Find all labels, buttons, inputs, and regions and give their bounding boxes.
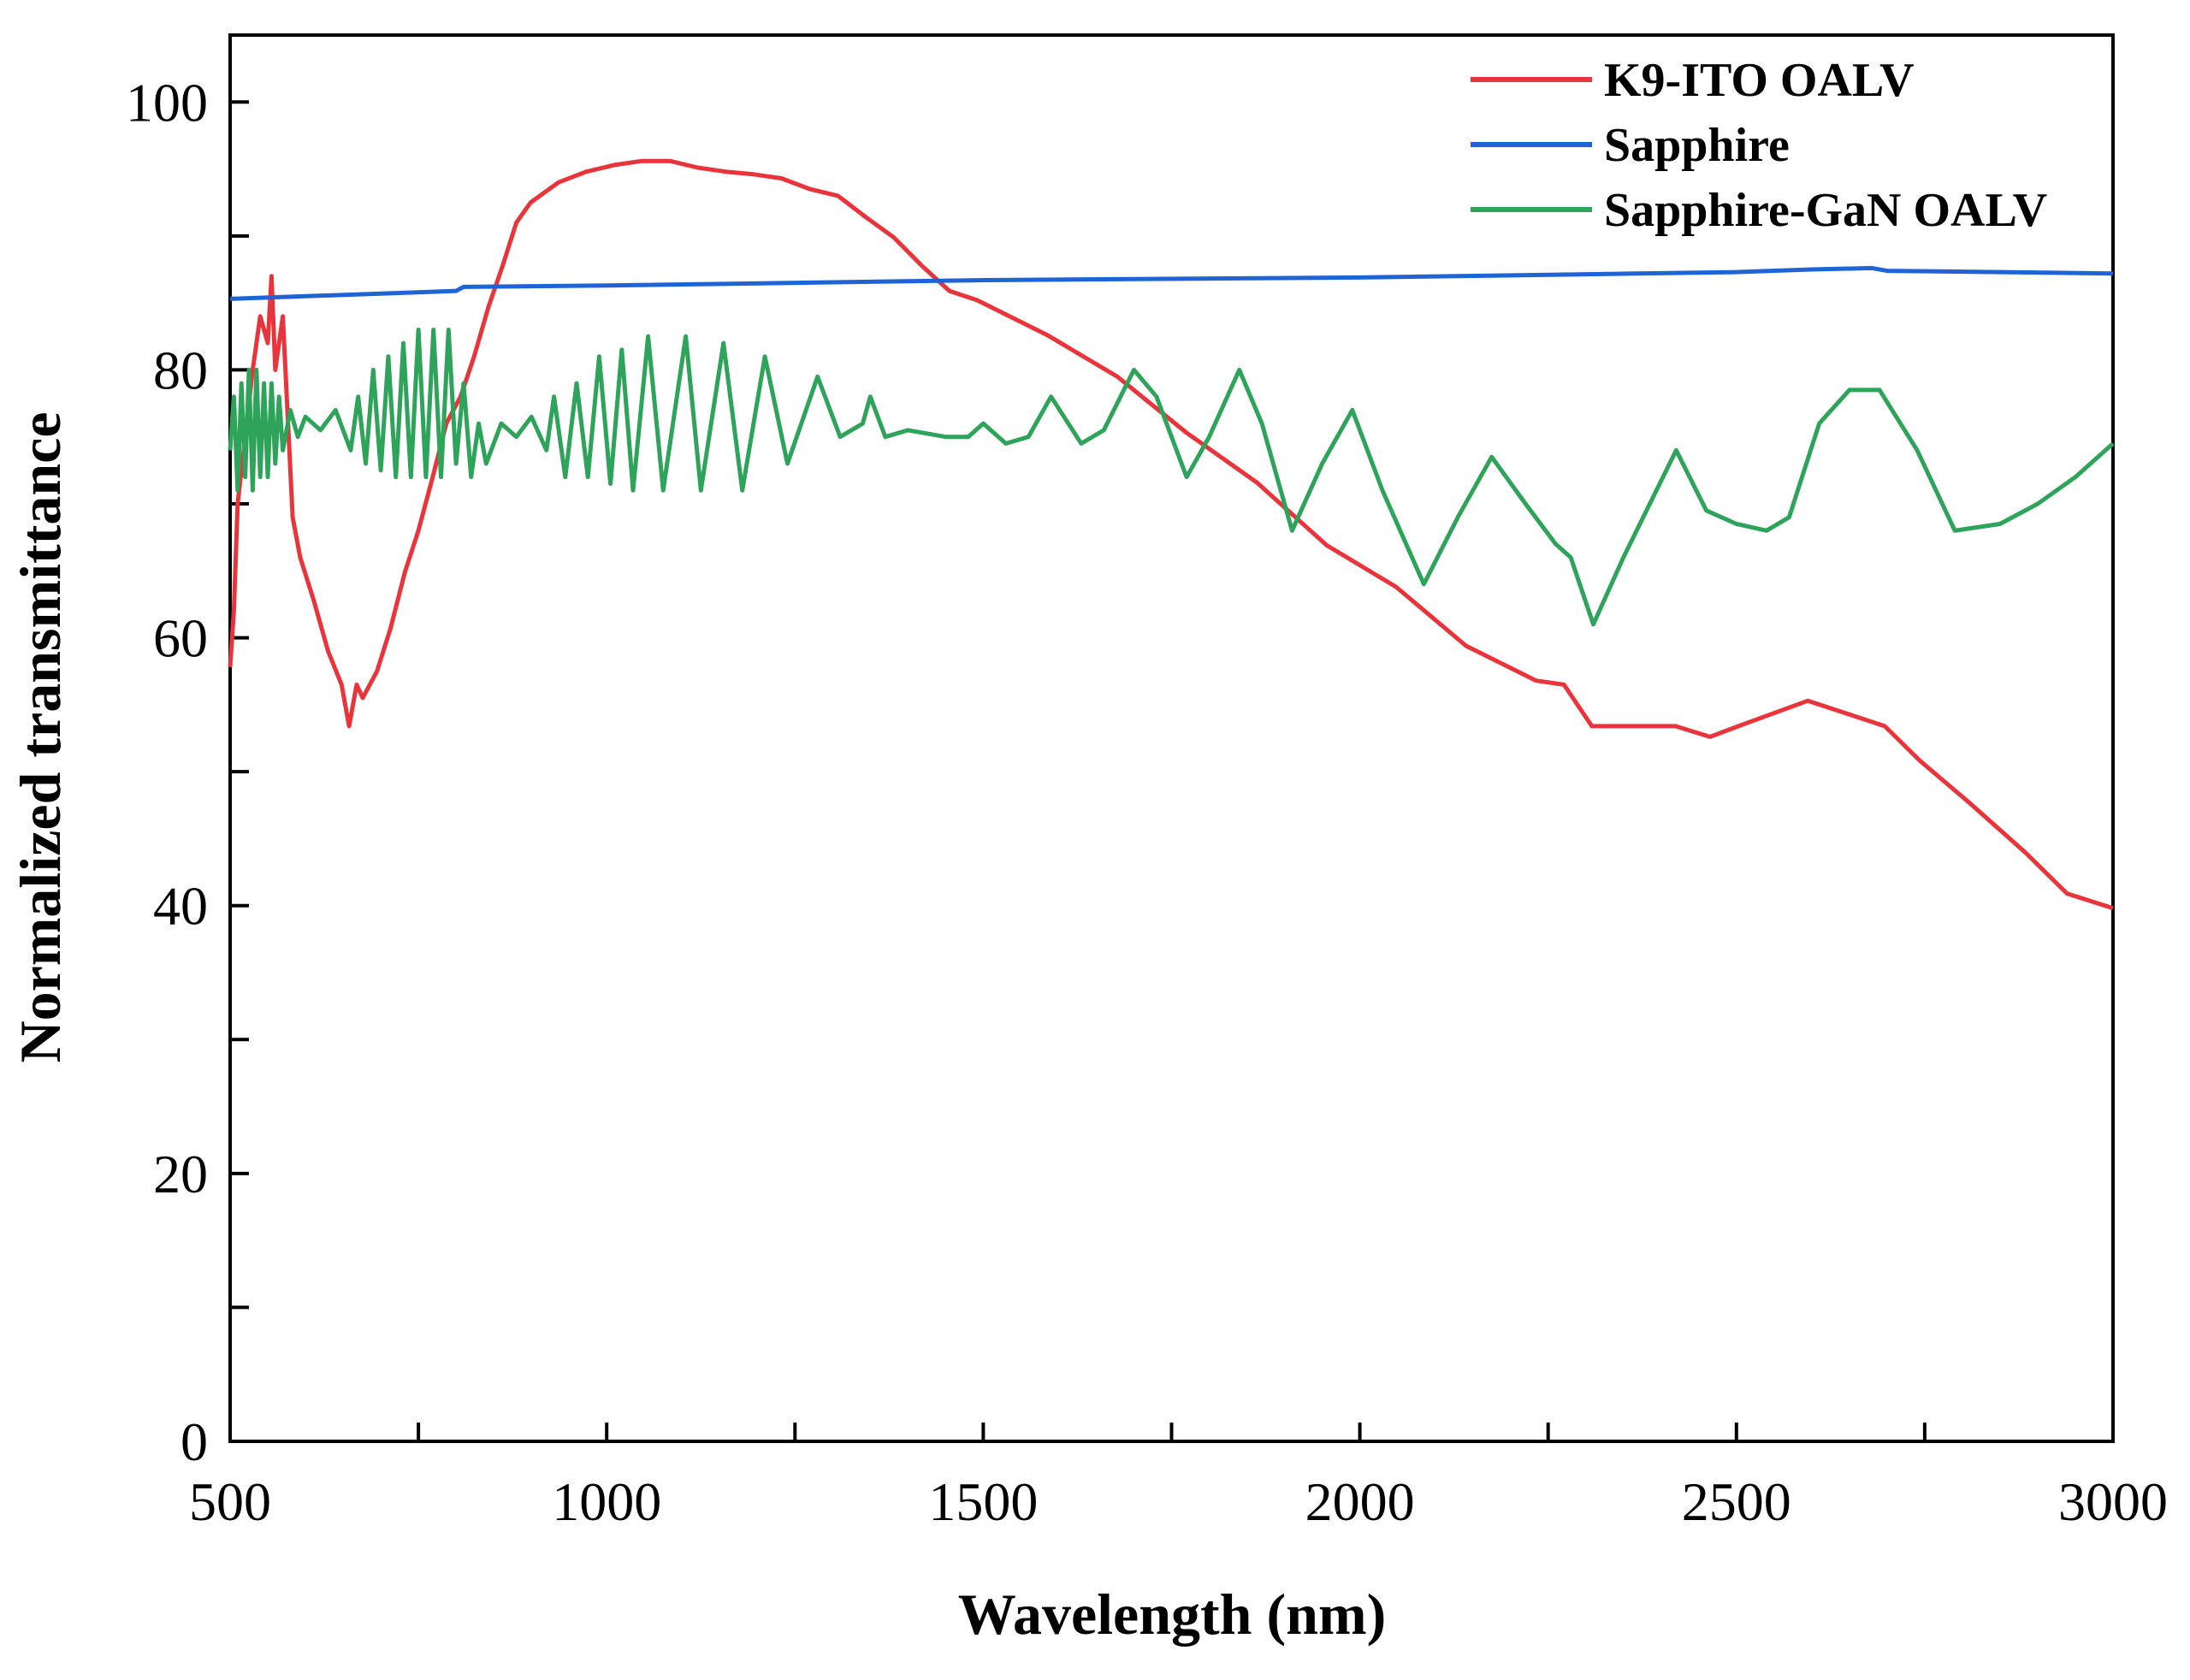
- y-tick-label: 0: [181, 1411, 208, 1472]
- legend-label: Sapphire-GaN OALV: [1604, 184, 2047, 237]
- y-tick-label: 20: [153, 1144, 208, 1204]
- x-tick-label: 500: [189, 1471, 271, 1532]
- x-tick-label: 2000: [1305, 1471, 1415, 1532]
- x-axis-title: Wavelength (nm): [958, 1582, 1387, 1647]
- plot-frame: [228, 33, 2115, 1443]
- y-tick-label: 100: [126, 72, 208, 133]
- y-tick-label: 40: [153, 876, 208, 937]
- x-tick-label: 2500: [1682, 1471, 1791, 1532]
- legend-label: Sapphire: [1604, 119, 1790, 172]
- series-line: [229, 265, 2114, 301]
- x-tick-label: 3000: [2058, 1471, 2168, 1532]
- series-line: [228, 328, 2115, 627]
- y-tick-label: 80: [153, 340, 208, 400]
- series-line: [228, 158, 2114, 911]
- x-tick-label: 1000: [552, 1471, 661, 1532]
- legend-label: K9-ITO OALV: [1604, 54, 1915, 107]
- x-tick-label: 1500: [928, 1471, 1038, 1532]
- y-axis-title: Normalized transmittance: [8, 411, 73, 1062]
- y-tick-label: 60: [153, 608, 208, 669]
